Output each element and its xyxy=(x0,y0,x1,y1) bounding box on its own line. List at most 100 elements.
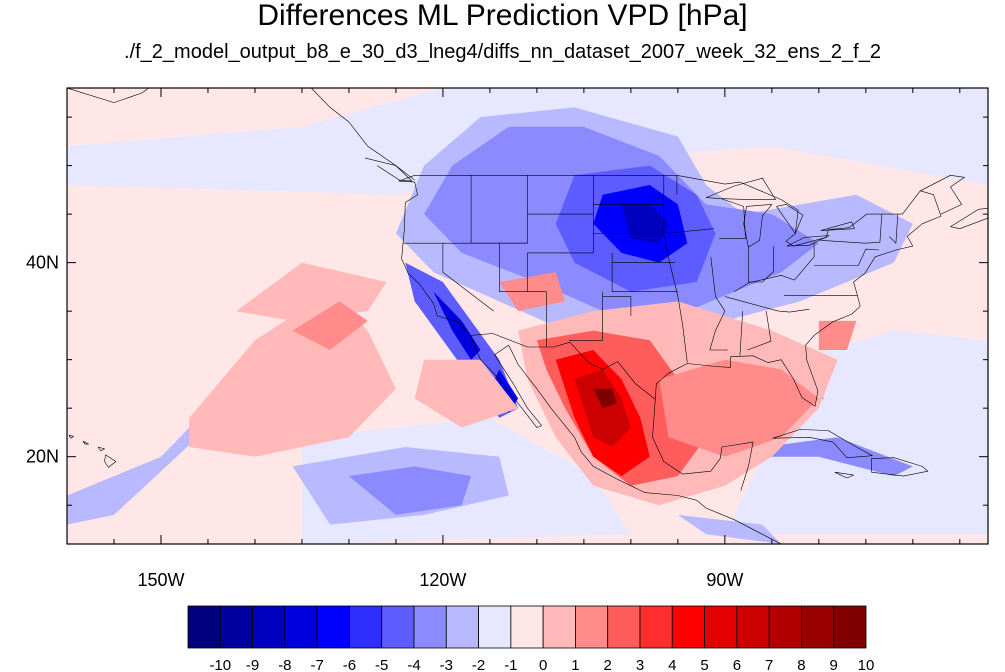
boundary-state-line-p xyxy=(724,296,810,313)
colorbar-swatch xyxy=(252,605,286,649)
colorbar-swatch xyxy=(768,605,802,649)
boundary-state-line-n xyxy=(662,228,688,363)
boundary-state-line-v xyxy=(814,248,880,266)
boundary-alaska-coast xyxy=(67,88,149,103)
boundary-state-line-r xyxy=(747,311,772,351)
colorbar-label: -9 xyxy=(246,657,259,672)
colorbar-swatch xyxy=(736,605,770,649)
map-axes: 150W 120W 90W 40N 20N xyxy=(26,88,988,590)
field-pacific-red-2 xyxy=(236,262,387,321)
boundary-us-outline xyxy=(398,175,942,407)
field-carolina-red xyxy=(818,320,857,350)
boundary-state-line-d xyxy=(498,243,547,347)
boundary-mexico-pacific-coast xyxy=(469,335,707,509)
colorbar-swatch xyxy=(381,605,415,649)
colorbar-label: 1 xyxy=(571,657,579,672)
boundary-great-lake-superior xyxy=(705,177,776,200)
page-title: Differences ML Prediction VPD [hPa] xyxy=(257,0,748,32)
boundary-great-lake-ontario xyxy=(820,221,855,231)
field-pacific-blue-core xyxy=(348,466,472,515)
boundary-state-line-y xyxy=(719,198,746,239)
boundary-great-lake-huron xyxy=(776,204,804,234)
colorbar-swatch xyxy=(704,605,738,649)
colorbar-swatch xyxy=(187,605,221,649)
boundary-mexico-gulf-coast xyxy=(652,399,754,491)
vpd-difference-field xyxy=(67,88,988,544)
colorbar-label: 4 xyxy=(668,657,676,672)
field-california-core xyxy=(433,291,481,360)
field-mexico-core xyxy=(593,388,617,409)
field-gulf-blue xyxy=(677,514,782,544)
colorbar-label: -1 xyxy=(504,657,517,672)
boundary-state-line-i xyxy=(611,252,678,293)
colorbar-swatch xyxy=(801,605,835,649)
colorbar-swatch xyxy=(316,605,350,649)
boundary-jamaica xyxy=(834,471,854,479)
boundary-state-line-e xyxy=(527,213,594,292)
colorbar-swatch xyxy=(510,605,544,649)
colorbar-swatch xyxy=(413,605,447,649)
colorbar-label: 9 xyxy=(830,657,838,672)
boundary-nova-scotia xyxy=(950,207,988,229)
colorbar-label: 3 xyxy=(636,657,644,672)
boundary-vancouver-island xyxy=(364,157,413,182)
colorbar-label: 6 xyxy=(733,657,741,672)
colorbar-swatch xyxy=(671,605,705,649)
colorbar-label: -4 xyxy=(407,657,420,672)
colorbar-label: -5 xyxy=(375,657,388,672)
page-subtitle: ./f_2_model_output_b8_e_30_d3_lneg4/diff… xyxy=(124,41,881,63)
boundary-canada-east xyxy=(920,175,965,215)
boundary-hispaniola xyxy=(871,457,929,477)
colorbar-swatch xyxy=(575,605,609,649)
coastline-and-state-boundaries xyxy=(67,88,988,544)
boundary-canada-coast xyxy=(311,88,415,181)
colorbar-label: -2 xyxy=(472,657,485,672)
boundary-state-line-x xyxy=(889,214,899,244)
boundary-state-line-k xyxy=(602,296,632,316)
colorbar-label: -10 xyxy=(209,657,231,672)
colorbar-swatch xyxy=(445,605,479,649)
boundary-state-line-t xyxy=(734,243,815,292)
colorbar-label: 7 xyxy=(765,657,773,672)
field-pacific-red-core xyxy=(292,301,368,350)
colorbar-label: -6 xyxy=(343,657,356,672)
boundary-state-line-q xyxy=(739,311,743,356)
y-tick-label: 20N xyxy=(26,447,59,467)
colorbar: -10 -9 -8 -7 -6 -5 -4 -3 -2 -1 0 1 2 3 4 5 6 7 8 9 10 xyxy=(187,605,875,672)
colorbar-swatch xyxy=(219,605,253,649)
boundary-state-line-w xyxy=(820,214,883,244)
x-tick-label: 150W xyxy=(137,570,184,590)
colorbar-swatch xyxy=(607,605,641,649)
boundary-hawaii-big xyxy=(104,454,117,468)
boundary-hawaii-oahu xyxy=(82,440,89,445)
colorbar-label: 5 xyxy=(700,657,708,672)
colorbar-swatch xyxy=(284,605,318,649)
boundary-hawaii-maui xyxy=(97,446,105,452)
map-frame xyxy=(66,87,989,545)
colorbar-label: 2 xyxy=(604,657,612,672)
colorbar-label: -8 xyxy=(278,657,291,672)
colorbar-label: -7 xyxy=(310,657,323,672)
boundary-cuba xyxy=(772,429,873,459)
boundary-hawaii-kauai xyxy=(68,435,74,439)
boundary-state-line-j xyxy=(568,291,604,341)
colorbar-label: 10 xyxy=(858,657,875,672)
field-gulf-red xyxy=(659,359,819,457)
boundary-state-line-o xyxy=(709,256,728,351)
x-tick-label: 90W xyxy=(706,570,743,590)
field-pacific-red-3 xyxy=(414,359,519,428)
boundary-state-line-c xyxy=(442,243,494,312)
x-tick-label: 120W xyxy=(419,570,466,590)
field-carib-blue xyxy=(762,437,913,477)
colorbar-swatch xyxy=(542,605,576,649)
colorbar-swatch xyxy=(639,605,673,649)
colorbar-label: -3 xyxy=(440,657,453,672)
boundary-great-lake-erie xyxy=(786,235,830,247)
y-tick-label: 40N xyxy=(26,253,59,273)
colorbar-label: 0 xyxy=(539,657,547,672)
colorbar-swatch xyxy=(349,605,383,649)
boundary-great-lake-michigan xyxy=(743,204,773,248)
colorbar-swatch xyxy=(478,605,512,649)
boundary-state-line-s xyxy=(748,246,775,283)
